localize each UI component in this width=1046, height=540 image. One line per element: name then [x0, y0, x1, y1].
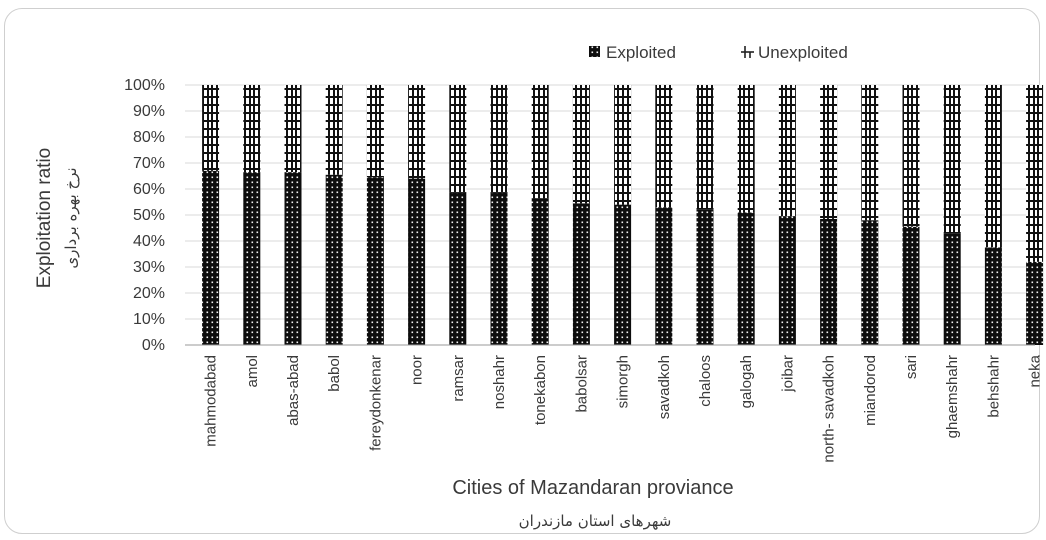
bar-exploited	[243, 172, 261, 345]
y-tick-label: 100%	[124, 77, 165, 94]
bar-unexploited	[696, 85, 714, 210]
x-tick-label: miandorod	[862, 355, 879, 426]
legend-label-unexploited: Unexploited	[758, 43, 848, 62]
y-tick-label: 60%	[133, 181, 165, 198]
bar-unexploited	[325, 85, 343, 175]
y-axis-title: Exploitation ratio	[34, 148, 55, 288]
bar-exploited	[696, 209, 714, 345]
bar-unexploited	[449, 85, 467, 193]
bar-exploited	[737, 212, 755, 345]
x-tick-label: simorgh	[615, 355, 632, 408]
y-tick-label: 0%	[142, 337, 165, 354]
x-tick-label: babol	[326, 355, 343, 392]
bar-exploited	[325, 174, 343, 345]
x-axis-title: Cities of Mazandaran proviance	[452, 477, 733, 499]
legend-swatch-exploited	[589, 46, 600, 57]
x-axis-tick-labels: mahmodabad amol abas-abad babol fereydonkena…	[203, 354, 1044, 462]
x-tick-label: ramsar	[450, 355, 467, 402]
y-tick-label: 70%	[133, 155, 165, 172]
y-tick-label: 20%	[133, 285, 165, 302]
x-tick-label: galogah	[738, 355, 755, 408]
x-tick-label: north- savadkoh	[821, 355, 838, 463]
y-tick-label: 90%	[133, 103, 165, 120]
bar-unexploited	[366, 85, 384, 178]
bar-exploited	[943, 233, 961, 345]
bar-exploited	[284, 172, 302, 345]
y-axis-tick-labels: 0% 10% 20% 30% 40% 50% 60% 70% 80% 90% 100%	[124, 77, 165, 354]
legend: Exploited Unexploited	[589, 43, 848, 62]
bar-exploited	[984, 247, 1002, 345]
x-tick-label: amol	[244, 355, 261, 388]
bar-unexploited	[243, 85, 261, 173]
bar-exploited	[449, 192, 467, 345]
bar-unexploited	[572, 85, 590, 204]
bar-exploited	[572, 203, 590, 345]
bar-unexploited	[737, 85, 755, 213]
x-tick-label: babolsar	[573, 355, 590, 413]
y-tick-label: 10%	[133, 311, 165, 328]
bar-unexploited	[902, 85, 920, 227]
bar-unexploited	[531, 85, 549, 199]
bar-exploited	[861, 220, 879, 345]
x-tick-label: noshahr	[491, 355, 508, 409]
bar-unexploited	[943, 85, 961, 234]
x-tick-label: behshahr	[985, 355, 1002, 418]
bar-exploited	[655, 207, 673, 345]
bar-unexploited	[490, 85, 508, 193]
bar-exploited	[820, 218, 838, 345]
bar-exploited	[408, 178, 426, 345]
bar-unexploited	[861, 85, 879, 221]
x-tick-label: ghaemshahr	[944, 355, 961, 438]
x-tick-label: neka	[1027, 354, 1044, 387]
bars-group	[202, 85, 1044, 345]
bar-unexploited	[984, 85, 1002, 248]
bar-unexploited	[778, 85, 796, 217]
x-tick-label: chaloos	[697, 355, 714, 407]
bar-exploited	[778, 216, 796, 345]
bar-exploited	[614, 204, 632, 345]
bar-unexploited	[1026, 85, 1044, 262]
bar-exploited	[202, 170, 220, 345]
x-tick-label: fereydonkenar	[367, 355, 384, 451]
x-tick-label: tonekabon	[532, 355, 549, 425]
x-tick-label: mahmodabad	[203, 355, 220, 447]
bar-unexploited	[820, 85, 838, 219]
bar-exploited	[1026, 261, 1044, 345]
bar-unexploited	[202, 85, 220, 171]
bar-unexploited	[614, 85, 632, 205]
bar-unexploited	[284, 85, 302, 173]
legend-label-exploited: Exploited	[606, 43, 676, 62]
bar-exploited	[902, 226, 920, 345]
y-tick-label: 50%	[133, 207, 165, 224]
x-tick-label: sari	[903, 355, 920, 379]
legend-swatch-unexploited	[741, 46, 754, 58]
y-axis-subtitle: نرخ بهره برداری	[62, 167, 80, 268]
y-tick-label: 30%	[133, 259, 165, 276]
bar-unexploited	[408, 85, 426, 179]
y-tick-label: 40%	[133, 233, 165, 250]
bar-exploited	[366, 177, 384, 345]
bar-unexploited	[655, 85, 673, 208]
y-tick-label: 80%	[133, 129, 165, 146]
x-tick-label: savadkoh	[656, 355, 673, 419]
bar-exploited	[490, 192, 508, 345]
bar-exploited	[531, 198, 549, 345]
x-tick-label: abas-abad	[285, 355, 302, 426]
x-tick-label: joibar	[779, 355, 796, 393]
x-tick-label: noor	[409, 355, 426, 385]
x-axis-subtitle: شهرهای استان مازندران	[519, 512, 672, 530]
